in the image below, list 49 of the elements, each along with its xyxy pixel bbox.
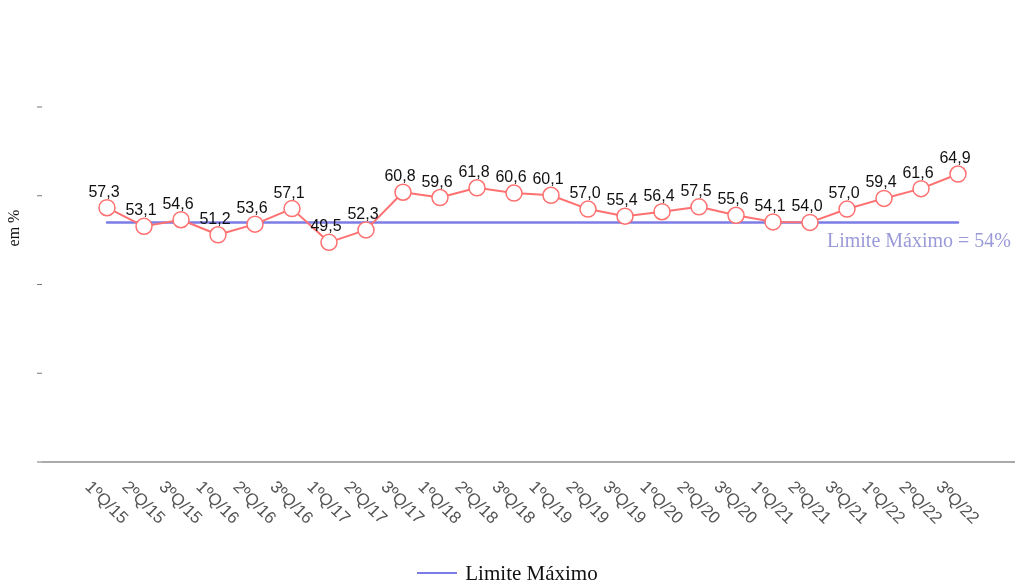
data-label: 57,0 (828, 184, 860, 202)
data-label: 57,5 (680, 181, 712, 199)
point (394, 183, 412, 201)
data-label: 53,1 (125, 201, 157, 219)
data-label: 54,1 (754, 196, 786, 214)
point (172, 210, 190, 229)
data-label: 57,1 (273, 183, 305, 201)
data-label: 64,9 (939, 149, 971, 167)
point (949, 165, 967, 183)
data-label: 57,3 (88, 182, 120, 200)
y-axis-title: em % (5, 209, 22, 247)
data-label: 56,4 (643, 186, 675, 204)
point (246, 215, 264, 233)
point (357, 221, 375, 239)
point (616, 207, 634, 225)
point (727, 206, 745, 225)
data-label: 59,6 (421, 172, 453, 190)
data-label: 60,6 (495, 168, 527, 186)
point (764, 213, 782, 231)
data-label: 61,6 (902, 163, 934, 181)
point (98, 198, 116, 217)
point (283, 199, 301, 218)
point (135, 217, 153, 236)
annotation: Limite Máximo = 54% (826, 229, 1011, 252)
data-label: 55,4 (606, 191, 638, 209)
data-label: 60,1 (532, 170, 564, 188)
data-label: 57,0 (569, 184, 601, 202)
point (468, 179, 486, 197)
point (653, 202, 671, 221)
data-label: 52,3 (347, 204, 379, 222)
legend-label: Limite Máximo (465, 560, 598, 586)
data-label: 53,6 (236, 199, 268, 217)
point (542, 186, 560, 205)
data-label: 54,6 (162, 194, 194, 212)
point (320, 233, 338, 252)
point (209, 226, 227, 244)
point (875, 189, 893, 208)
point (431, 188, 449, 207)
point (690, 198, 708, 216)
point (838, 200, 856, 218)
data-label: 61,8 (458, 162, 490, 180)
point (579, 200, 597, 218)
data-label: 54,0 (791, 197, 823, 215)
data-label: 59,4 (865, 173, 897, 191)
point (912, 179, 930, 198)
point (801, 213, 819, 232)
data-label: 55,6 (717, 190, 749, 208)
data-label: 60,8 (384, 167, 416, 185)
point (505, 184, 523, 202)
